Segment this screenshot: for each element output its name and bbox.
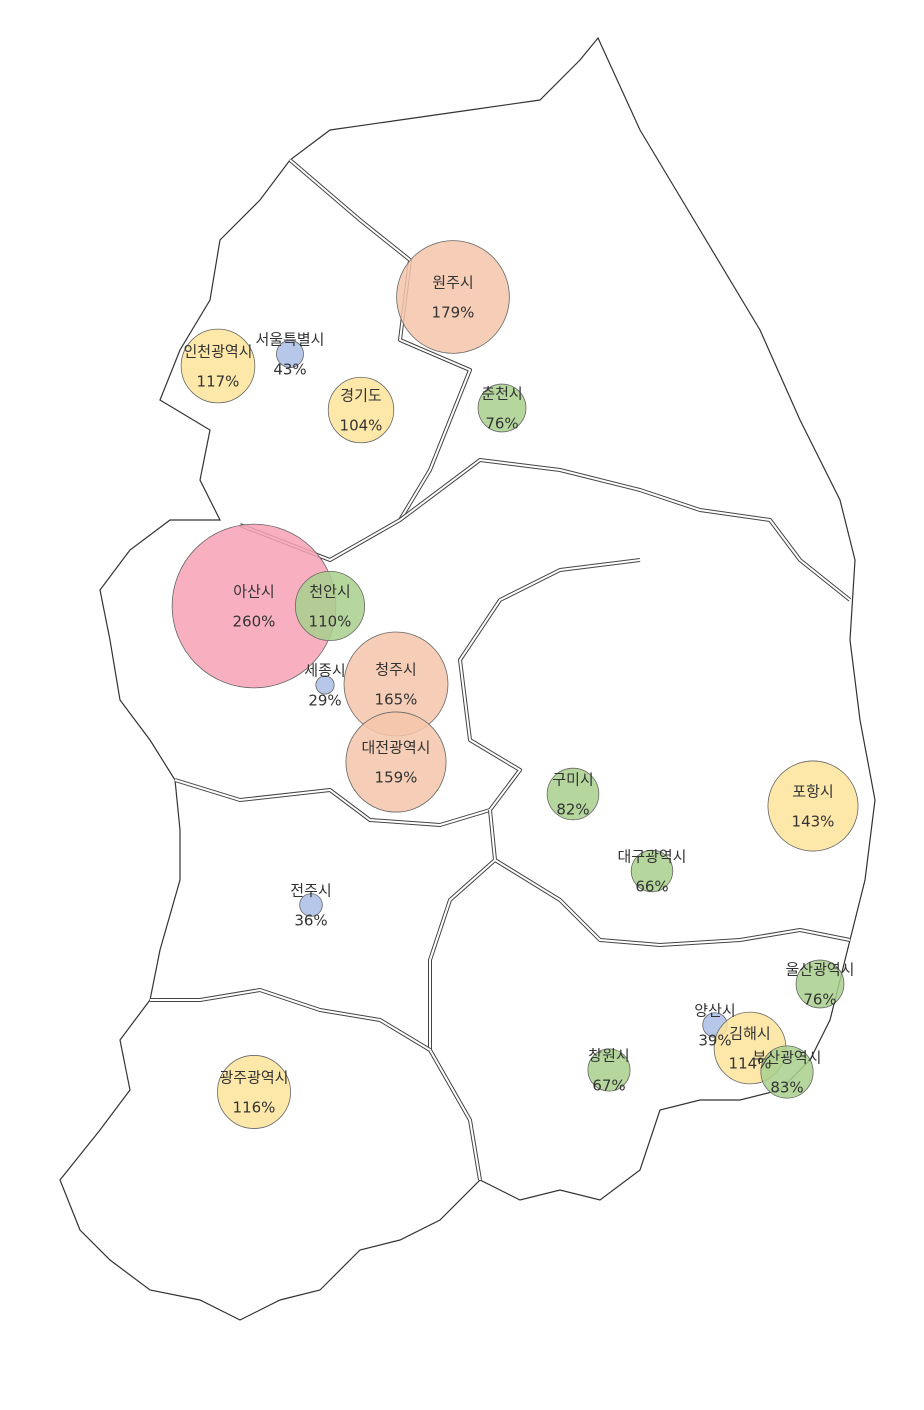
region-value: 36% [294, 912, 327, 930]
region-value: 116% [233, 1099, 276, 1117]
border [239, 159, 471, 561]
outline [59, 36, 876, 1321]
bubble [294, 570, 366, 642]
border [150, 989, 431, 1051]
region-value: 110% [309, 613, 352, 631]
region-value: 29% [308, 692, 341, 710]
bubble [795, 959, 845, 1009]
border [399, 459, 851, 601]
province-borders [150, 158, 852, 1181]
region-value: 76% [485, 415, 518, 433]
border [174, 559, 641, 826]
region-name: 춘천시 [481, 385, 522, 403]
region-name: 전주시 [290, 882, 331, 900]
region-value: 104% [340, 417, 383, 435]
bubble [180, 328, 256, 404]
region-name: 천안시 [309, 583, 350, 601]
region-value: 39% [698, 1032, 731, 1050]
bubble [276, 340, 304, 368]
region-value: 66% [635, 878, 668, 896]
region-name: 서울특별시 [255, 331, 324, 349]
bubble [345, 711, 447, 813]
bubble [315, 675, 335, 695]
region-name: 경기도 [340, 387, 382, 405]
region-value: 117% [197, 373, 240, 391]
region-name: 청주시 [375, 661, 416, 679]
bubble [767, 760, 859, 852]
region-value: 82% [556, 801, 589, 819]
region-value: 159% [375, 769, 418, 787]
region-name: 양산시 [694, 1002, 735, 1020]
bubble [299, 893, 323, 917]
region-name: 부산광역시 [752, 1049, 821, 1067]
region-value: 179% [432, 304, 475, 322]
region-name: 대구광역시 [617, 848, 686, 866]
region-value: 83% [770, 1079, 803, 1097]
bubbles: 원주시 179% 인천광역시 117% 서울특별시 43% 경기도 104% 춘천시 76% 아산시… [171, 240, 859, 1129]
region-value: 67% [592, 1077, 625, 1095]
region-name: 원주시 [432, 274, 473, 292]
region-value: 76% [803, 991, 836, 1009]
region-name: 울산광역시 [785, 961, 854, 979]
bubble [217, 1055, 291, 1129]
bubble [327, 376, 395, 444]
region-name: 인천광역시 [183, 343, 252, 361]
bubble [477, 383, 527, 433]
region-name: 포항시 [792, 783, 833, 801]
region-value: 260% [233, 613, 276, 631]
bubble [630, 849, 674, 893]
bubble [587, 1048, 631, 1092]
region-name: 아산시 [233, 583, 274, 601]
region-name: 김해시 [729, 1025, 770, 1043]
region-name: 세종시 [304, 662, 345, 680]
land [59, 36, 876, 1321]
region-value: 165% [375, 691, 418, 709]
region-name: 광주광역시 [219, 1069, 288, 1087]
bubble [760, 1045, 814, 1099]
region-name: 구미시 [552, 771, 593, 789]
region-name: 대전광역시 [361, 739, 430, 757]
region-value: 143% [792, 813, 835, 831]
region-name: 창원시 [588, 1047, 629, 1065]
bubble [546, 767, 600, 821]
bubble [396, 240, 510, 354]
border [429, 809, 851, 1181]
region-value: 43% [273, 361, 306, 379]
region-value: 114% [729, 1055, 772, 1073]
